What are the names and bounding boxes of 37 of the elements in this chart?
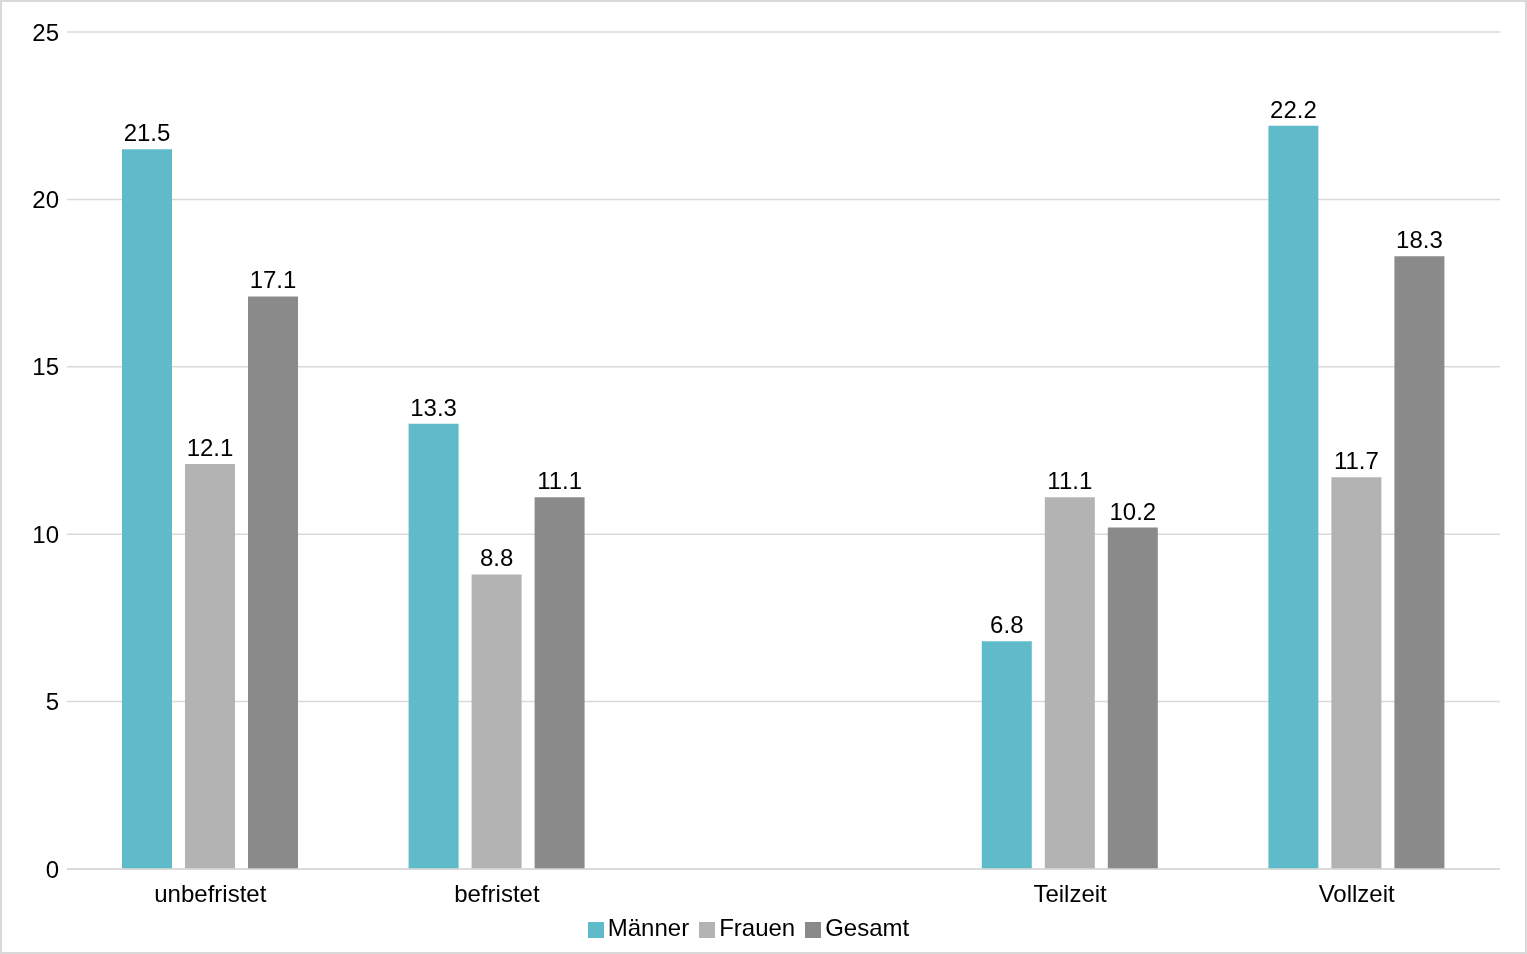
data-label: 18.3 — [1396, 226, 1443, 254]
legend-label: Gesamt — [825, 914, 910, 941]
data-label: 11.1 — [1047, 467, 1093, 495]
x-tick-label: unbefristet — [154, 880, 267, 908]
data-label: 17.1 — [249, 266, 297, 294]
bar — [408, 423, 459, 869]
data-label: 6.8 — [990, 611, 1024, 639]
data-label: 21.5 — [123, 119, 171, 147]
bar — [248, 296, 298, 869]
bar — [1331, 477, 1382, 869]
x-tick-label: Teilzeit — [1033, 880, 1108, 908]
data-label: 11.1 — [537, 467, 583, 495]
y-tick-label: 10 — [32, 520, 59, 548]
bar — [122, 149, 172, 869]
data-label: 10.2 — [1109, 497, 1157, 525]
data-label: 12.1 — [186, 433, 234, 461]
bar — [534, 497, 585, 869]
data-label: 11.7 — [1333, 447, 1379, 475]
data-label: 22.2 — [1270, 95, 1317, 123]
legend-label: Frauen — [719, 914, 796, 941]
y-tick-label: 0 — [45, 855, 59, 883]
y-tick-label: 25 — [32, 18, 59, 46]
bar — [981, 641, 1032, 869]
bar — [185, 463, 235, 869]
y-tick-label: 15 — [32, 353, 59, 381]
y-tick-label: 20 — [32, 185, 59, 213]
y-tick-label: 5 — [45, 688, 59, 716]
bar — [1107, 527, 1158, 869]
x-tick-label: befristet — [454, 880, 540, 908]
legend-label: Männer — [607, 914, 690, 941]
bar — [1394, 256, 1445, 869]
bar — [1044, 497, 1095, 869]
bar — [471, 574, 522, 869]
bar — [1268, 125, 1319, 869]
data-label: 8.8 — [479, 544, 514, 572]
data-label: 13.3 — [410, 393, 457, 421]
x-tick-label: Vollzeit — [1318, 880, 1396, 908]
